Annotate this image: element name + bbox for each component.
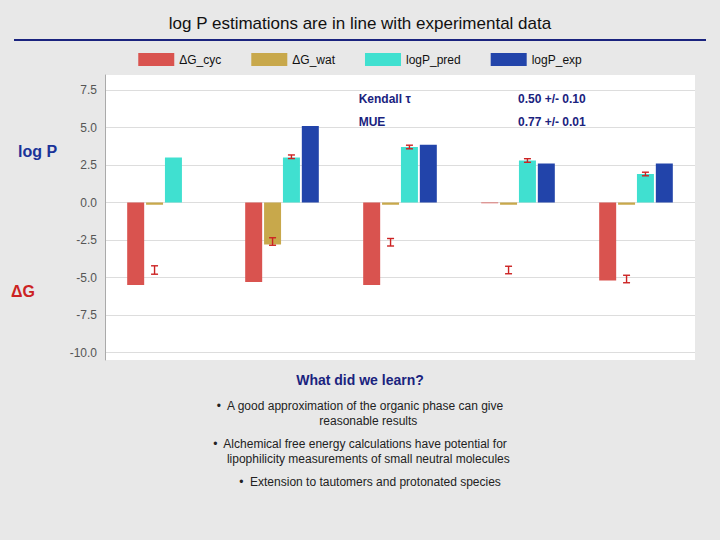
svg-text:0.77 +/- 0.01: 0.77 +/- 0.01 [518, 115, 586, 129]
svg-text:0.0: 0.0 [80, 196, 97, 210]
svg-text:ΔG_cyc: ΔG_cyc [179, 53, 221, 67]
svg-text:reasonable results: reasonable results [303, 414, 418, 428]
svg-text:-7.5: -7.5 [76, 308, 97, 322]
svg-text:lipophilicity measurements of: lipophilicity measurements of small neut… [210, 452, 509, 466]
svg-text:MUE: MUE [359, 115, 386, 129]
svg-text:5.0: 5.0 [80, 121, 97, 135]
svg-text:0.50 +/- 0.10: 0.50 +/- 0.10 [518, 92, 586, 106]
svg-text:-10.0: -10.0 [70, 346, 98, 360]
svg-text:ΔG_wat: ΔG_wat [292, 53, 335, 67]
svg-text:-5.0: -5.0 [76, 271, 97, 285]
svg-text:• A good approximation of the: • A good approximation of the organic ph… [217, 399, 504, 413]
svg-text:Kendall τ: Kendall τ [359, 92, 412, 106]
svg-text:log P estimations are in line: log P estimations are in line with exper… [169, 14, 552, 33]
svg-text:• Alchemical free energy calc: • Alchemical free energy calculations ha… [213, 437, 507, 451]
svg-text:logP_exp: logP_exp [532, 53, 582, 67]
svg-text:2.5: 2.5 [80, 158, 97, 172]
svg-text:• Extension to tautomers and: • Extension to tautomers and protonated … [219, 475, 501, 489]
svg-text:-2.5: -2.5 [76, 233, 97, 247]
svg-text:What did we learn?: What did we learn? [296, 372, 424, 388]
svg-text:logP_pred: logP_pred [406, 53, 461, 67]
svg-text:7.5: 7.5 [80, 83, 97, 97]
svg-text:ΔG: ΔG [11, 283, 35, 300]
svg-text:log P: log P [18, 143, 57, 160]
